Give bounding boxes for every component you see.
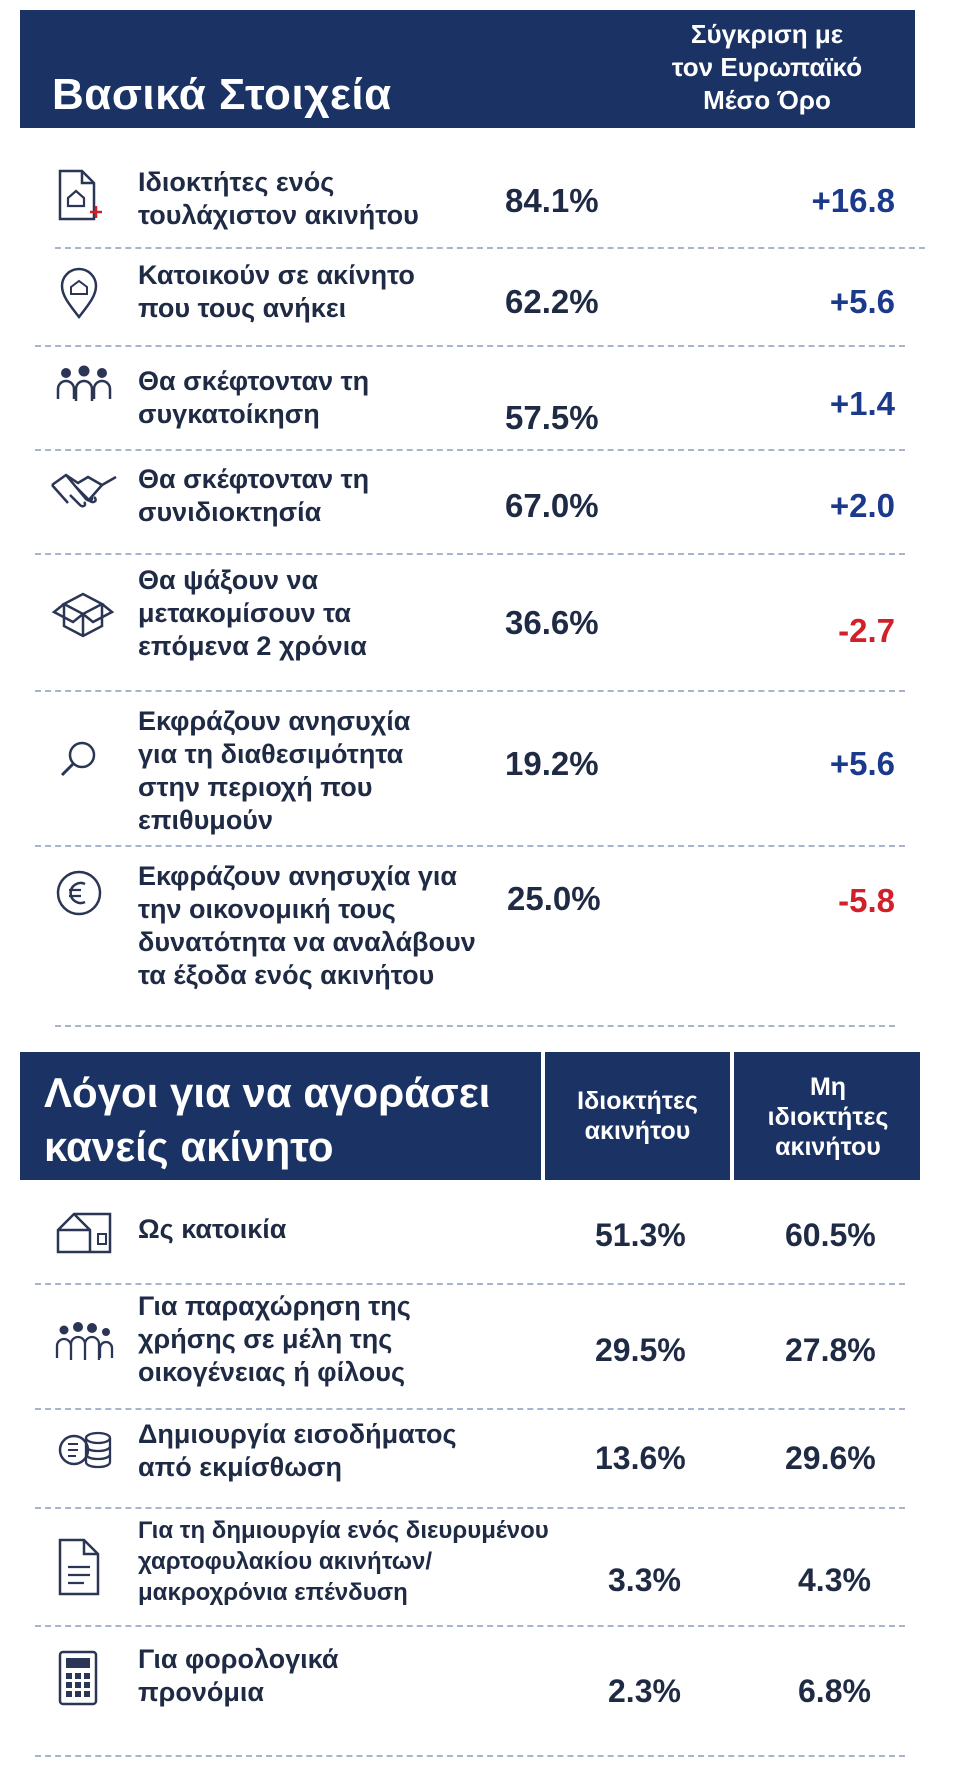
reason-row-rental-income: Δημιουργία εισοδήματος από εκμίσθωση 13.… — [20, 1418, 915, 1503]
row-divider — [55, 247, 925, 249]
row-divider — [35, 1507, 905, 1509]
basic-row-relocation: Θα ψάξουν να μετακομίσουν τα επόμενα 2 χ… — [20, 560, 915, 680]
people-group-icon — [54, 363, 114, 413]
row-label: Για τη δημιουργία ενός διευρυμένου χαρτο… — [138, 1517, 549, 1606]
reason-row-tax-benefits: Για φορολογικά προνόμια 2.3% 6.8% — [20, 1635, 915, 1735]
reason-row-residence: Ως κατοικία 51.3% 60.5% — [20, 1205, 915, 1275]
calculator-icon — [54, 1649, 104, 1706]
row-label: Θα ψάξουν να μετακομίσουν τα επόμενα 2 χ… — [138, 565, 367, 661]
handshake-icon — [50, 467, 120, 517]
header-separator — [541, 1052, 545, 1180]
row-percentage: 19.2% — [505, 745, 599, 782]
row-delta: +2.0 — [829, 487, 895, 524]
reason-row-portfolio: Για τη δημιουργία ενός διευρυμένου χαρτο… — [20, 1515, 915, 1625]
row-divider — [35, 553, 905, 555]
row-label: Ιδιοκτήτες ενός τουλάχιστον ακινήτου — [138, 167, 419, 230]
moving-box-icon — [50, 590, 120, 640]
row-divider — [35, 1408, 905, 1410]
row-percentage: 67.0% — [505, 487, 599, 524]
owners-column-header: Ιδιοκτήτες ακινήτου — [577, 1087, 698, 1145]
row-divider — [35, 1755, 905, 1757]
comparison-column-header: Σύγκριση με τον Ευρωπαϊκό Μέσο Όρο — [671, 19, 863, 115]
row-divider — [35, 690, 905, 692]
basic-facts-header: Βασικά Στοιχεία Σύγκριση με τον Ευρωπαϊκ… — [20, 10, 915, 128]
row-label: Κατοικούν σε ακίνητο που τους ανήκει — [138, 260, 415, 323]
nonowners-column-header: Μη ιδιοκτήτες ακινήτου — [767, 1073, 889, 1161]
basic-row-own-residence: Κατοικούν σε ακίνητο που τους ανήκει 62.… — [20, 255, 915, 345]
row-delta: +1.4 — [829, 385, 895, 422]
euro-coin-icon — [54, 868, 104, 918]
owners-value: 2.3% — [608, 1673, 681, 1709]
row-percentage: 25.0% — [507, 880, 601, 917]
row-delta: +16.8 — [811, 182, 896, 219]
row-label: Εκφράζουν ανησυχία για την οικονομική το… — [138, 861, 476, 990]
nonowners-value: 29.6% — [785, 1440, 876, 1476]
row-percentage: 57.5% — [505, 399, 599, 436]
row-divider — [35, 345, 905, 347]
basic-row-cohabitation: Θα σκέφτονταν τη συγκατοίκηση 57.5% +1.4 — [20, 355, 915, 445]
house-icon — [54, 1210, 114, 1260]
row-divider — [35, 1625, 905, 1627]
nonowners-value: 60.5% — [785, 1217, 876, 1253]
owners-value: 3.3% — [608, 1562, 681, 1598]
nonowners-value: 4.3% — [798, 1562, 871, 1598]
row-label: Θα σκέφτονταν τη συγκατοίκηση — [138, 366, 370, 429]
row-delta: +5.6 — [829, 745, 895, 782]
basic-facts-title: Βασικά Στοιχεία — [52, 70, 392, 119]
row-divider — [35, 845, 905, 847]
row-percentage: 84.1% — [505, 182, 599, 219]
basic-row-owners: Ιδιοκτήτες ενός τουλάχιστον ακινήτου 84.… — [20, 160, 915, 250]
row-label: Για παραχώρηση της χρήσης σε μέλη της οι… — [138, 1291, 411, 1387]
magnifier-icon — [54, 735, 104, 785]
row-label: Εκφράζουν ανησυχία για τη διαθεσιμότητα … — [138, 706, 411, 835]
reasons-header: Λόγοι για να αγοράσει κανείς ακίνητο Ιδι… — [20, 1052, 920, 1180]
document-icon — [54, 1537, 104, 1596]
location-pin-icon — [54, 265, 104, 320]
house-document-icon — [54, 168, 104, 221]
reason-row-family-use: Για παραχώρηση της χρήσης σε μέλη της οι… — [20, 1290, 915, 1405]
row-percentage: 62.2% — [505, 283, 599, 320]
basic-row-co-ownership: Θα σκέφτονταν τη συνιδιοκτησία 67.0% +2.… — [20, 455, 915, 545]
row-label: Για φορολογικά προνόμια — [138, 1644, 339, 1707]
owners-value: 51.3% — [595, 1217, 686, 1253]
owners-value: 29.5% — [595, 1332, 686, 1368]
row-delta: -2.7 — [838, 612, 895, 649]
row-delta: +5.6 — [829, 283, 895, 320]
family-icon — [54, 1320, 114, 1370]
row-delta: -5.8 — [838, 882, 895, 919]
coins-icon — [54, 1424, 114, 1474]
row-divider — [55, 1025, 895, 1027]
row-label: Δημιουργία εισοδήματος από εκμίσθωση — [138, 1419, 457, 1482]
row-label: Ως κατοικία — [138, 1214, 287, 1244]
basic-row-availability-concern: Εκφράζουν ανησυχία για τη διαθεσιμότητα … — [20, 705, 915, 840]
header-separator — [730, 1052, 734, 1180]
nonowners-value: 6.8% — [798, 1673, 871, 1709]
row-label: Θα σκέφτονταν τη συνιδιοκτησία — [138, 464, 370, 527]
row-divider — [35, 449, 905, 451]
basic-row-affordability-concern: Εκφράζουν ανησυχία για την οικονομική το… — [20, 860, 915, 1010]
owners-value: 13.6% — [595, 1440, 686, 1476]
reasons-title: Λόγοι για να αγοράσει κανείς ακίνητο — [44, 1069, 491, 1170]
row-percentage: 36.6% — [505, 604, 599, 641]
nonowners-value: 27.8% — [785, 1332, 876, 1368]
row-divider — [35, 1283, 905, 1285]
